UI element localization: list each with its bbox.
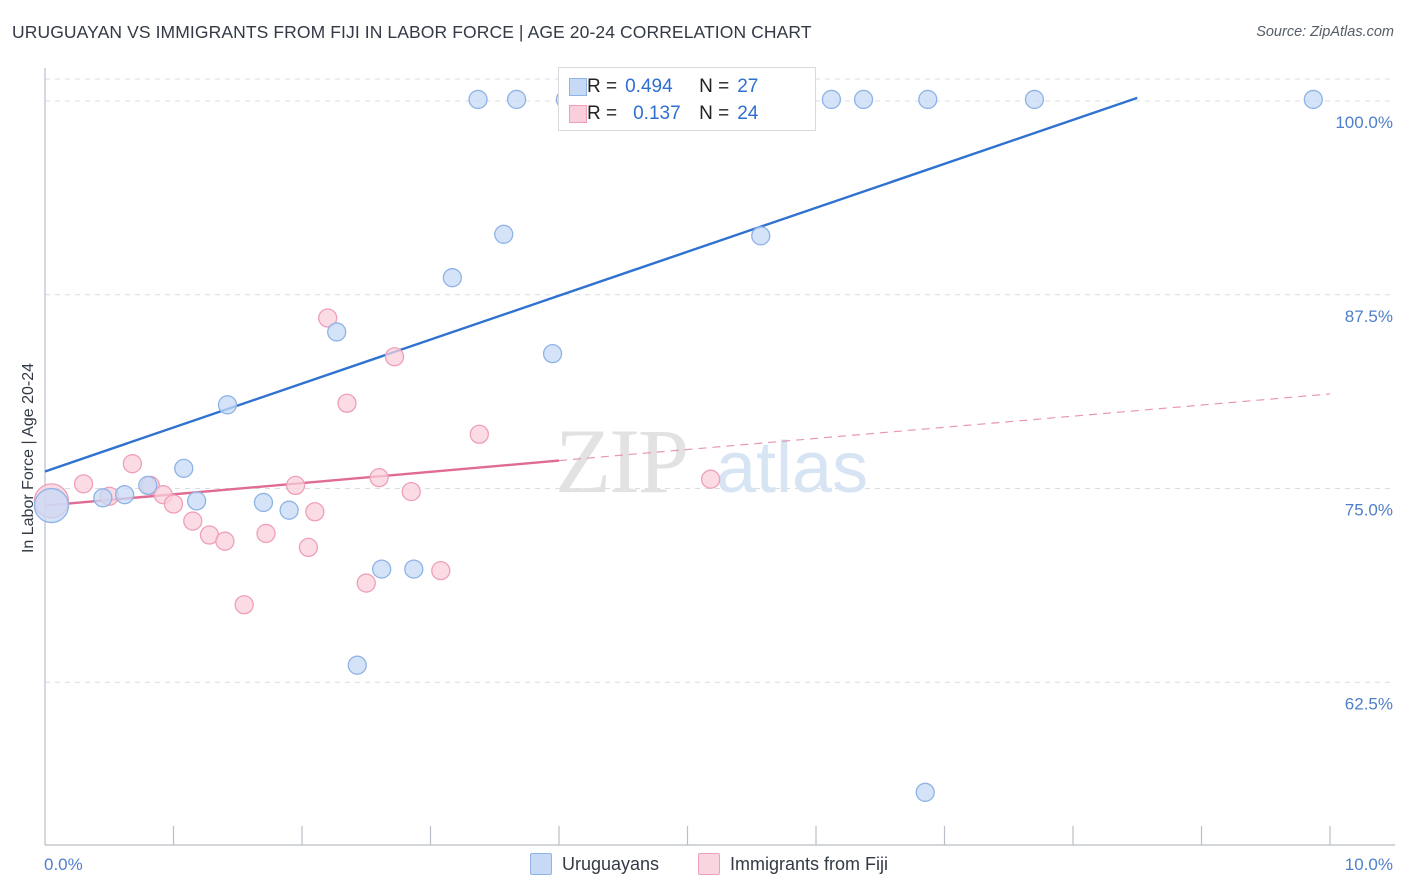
point-uruguayans <box>1024 89 1045 110</box>
point-fiji <box>305 502 325 522</box>
tick-labels: 62.5% 75.0% 87.5% 100.0% 0.0% 10.0% <box>44 113 1393 874</box>
stats-legend: R = 0.494 N = 27 R = 0.137 N = 24 <box>558 67 816 131</box>
point-uruguayans <box>494 224 514 244</box>
point-uruguayans <box>751 226 771 246</box>
point-uruguayans <box>468 89 488 110</box>
axes <box>44 68 1395 846</box>
point-uruguayans <box>506 89 527 110</box>
point-uruguayans <box>115 485 135 505</box>
r-value: 0.137 <box>633 103 681 124</box>
point-fiji <box>318 308 338 328</box>
y-tick-label: 87.5% <box>1345 307 1393 326</box>
trend-lines <box>44 96 1331 507</box>
legend-item-fiji: Immigrants from Fiji <box>698 852 888 876</box>
point-uruguayans <box>853 89 874 110</box>
r-label: R = <box>587 103 618 124</box>
legend-label-uruguayans: Uruguayans <box>562 853 660 874</box>
point-fiji <box>285 475 306 496</box>
point-fiji <box>700 469 721 489</box>
point-uruguayans <box>327 322 347 342</box>
point-fiji <box>401 481 421 502</box>
point-fiji <box>215 531 235 551</box>
point-fiji <box>431 561 451 581</box>
point-uruguayans <box>93 488 113 508</box>
y-tick-label: 75.0% <box>1345 501 1393 520</box>
legend-label-fiji: Immigrants from Fiji <box>730 853 889 874</box>
r-label: R = <box>587 76 618 97</box>
point-fiji <box>356 573 376 593</box>
n-value: 27 <box>737 76 759 97</box>
watermark-atlas: atlas <box>716 428 868 508</box>
point-fiji <box>183 511 203 531</box>
point-uruguayans <box>174 458 194 479</box>
point-fiji <box>163 494 184 514</box>
point-fiji <box>73 474 94 494</box>
point-uruguayans <box>1303 89 1323 110</box>
legend-swatch-pink <box>569 105 587 123</box>
point-fiji <box>298 537 319 558</box>
r-value: 0.494 <box>625 76 673 97</box>
trend-line-fiji-extension <box>558 393 1331 462</box>
data-points <box>33 89 1323 802</box>
legend-item-uruguayans: Uruguayans <box>530 852 659 876</box>
legend-swatch-blue <box>569 78 587 96</box>
point-uruguayans <box>918 89 938 110</box>
point-uruguayans <box>372 559 392 579</box>
point-uruguayans <box>217 395 238 415</box>
point-fiji <box>256 523 276 544</box>
y-tick-label: 62.5% <box>1345 694 1393 713</box>
legend-swatch-uruguayans <box>530 853 552 875</box>
point-fiji <box>337 393 357 413</box>
point-fiji <box>122 454 143 474</box>
point-uruguayans <box>542 343 563 364</box>
point-uruguayans <box>821 89 842 110</box>
n-label: N = <box>699 76 730 97</box>
point-uruguayans <box>279 500 299 520</box>
point-uruguayans <box>442 268 462 288</box>
x-tick-label: 10.0% <box>1345 855 1393 874</box>
point-uruguayans <box>186 491 207 511</box>
n-label: N = <box>699 103 730 124</box>
point-uruguayans <box>915 782 935 802</box>
point-uruguayans <box>253 492 274 513</box>
point-uruguayans <box>404 559 424 579</box>
watermark: ZIP atlas <box>555 410 868 512</box>
point-uruguayans <box>33 487 70 524</box>
point-fiji <box>384 347 405 367</box>
x-tick-label: 0.0% <box>44 855 83 874</box>
gridlines <box>45 78 1395 683</box>
point-uruguayans <box>347 655 367 675</box>
watermark-zip: ZIP <box>555 410 687 512</box>
point-uruguayans <box>138 475 158 496</box>
legend-swatch-fiji <box>698 853 720 875</box>
source-credit: Source: ZipAtlas.com <box>1256 24 1394 40</box>
point-fiji <box>469 424 489 444</box>
y-axis-label: In Labor Force | Age 20-24 <box>20 362 37 554</box>
legend-row-fiji: R = 0.137 N = 24 <box>569 103 759 125</box>
point-fiji <box>234 595 254 615</box>
n-value: 24 <box>737 103 759 124</box>
y-tick-label: 100.0% <box>1335 113 1393 132</box>
chart-title: URUGUAYAN VS IMMIGRANTS FROM FIJI IN LAB… <box>12 22 812 42</box>
point-fiji <box>369 467 389 488</box>
legend-row-uruguayans: R = 0.494 N = 27 <box>569 76 759 98</box>
